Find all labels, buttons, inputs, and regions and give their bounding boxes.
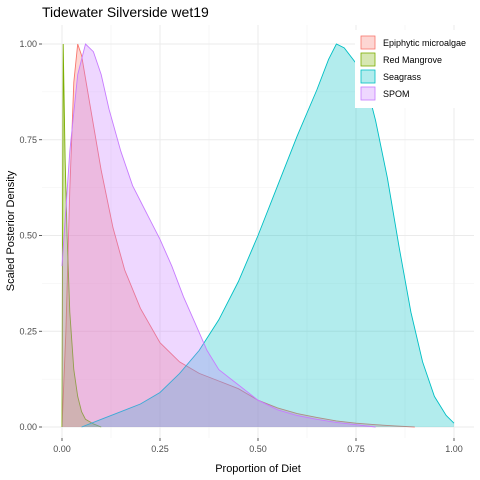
density-area-epiphytic-microalgae xyxy=(62,44,415,427)
legend-key-background xyxy=(360,35,376,50)
y-axis-title: Scaled Posterior Density xyxy=(5,170,17,291)
legend-key xyxy=(360,86,376,101)
legend-key xyxy=(360,52,376,67)
legend-label: Red Mangrove xyxy=(383,55,442,65)
chart-title: Tidewater Silverside wet19 xyxy=(42,4,209,20)
y-tick-label: 0.25 xyxy=(19,326,37,336)
x-tick-label: 0.00 xyxy=(53,444,71,454)
legend: Epiphytic microalgae Red Mangrove Seagrass… xyxy=(355,30,474,108)
legend-key-background xyxy=(360,52,376,67)
legend-key xyxy=(360,35,376,50)
legend-label: SPOM xyxy=(383,89,410,99)
x-tick-label: 0.25 xyxy=(151,444,169,454)
density-line-spom xyxy=(61,43,376,428)
y-tick-label: 1.00 xyxy=(19,39,37,49)
x-axis-title: Proportion of Diet xyxy=(215,463,301,475)
legend-key-background xyxy=(360,69,376,84)
x-tick-label: 0.75 xyxy=(347,444,365,454)
density-area-red-mangrove xyxy=(62,44,102,427)
density-line-seagrass xyxy=(81,43,455,428)
tick-layer: 0.00 0.25 0.50 0.75 1.00 0.00 0.25 0.50 0.75 1.00 xyxy=(19,39,462,454)
density-line-epiphytic-microalgae xyxy=(61,43,415,428)
y-tick-label: 0.00 xyxy=(19,422,37,432)
legend-label: Epiphytic microalgae xyxy=(383,38,466,48)
legend-key xyxy=(360,69,376,84)
density-area-spom xyxy=(62,44,376,427)
density-line-red-mangrove xyxy=(61,43,102,428)
legend-key-background xyxy=(360,86,376,101)
x-tick-label: 1.00 xyxy=(445,444,463,454)
y-tick-label: 0.50 xyxy=(19,231,37,241)
y-tick-label: 0.75 xyxy=(19,135,37,145)
series-layer xyxy=(61,43,455,428)
density-area-seagrass xyxy=(81,44,454,427)
legend-label: Seagrass xyxy=(383,72,422,82)
x-tick-label: 0.50 xyxy=(249,444,267,454)
